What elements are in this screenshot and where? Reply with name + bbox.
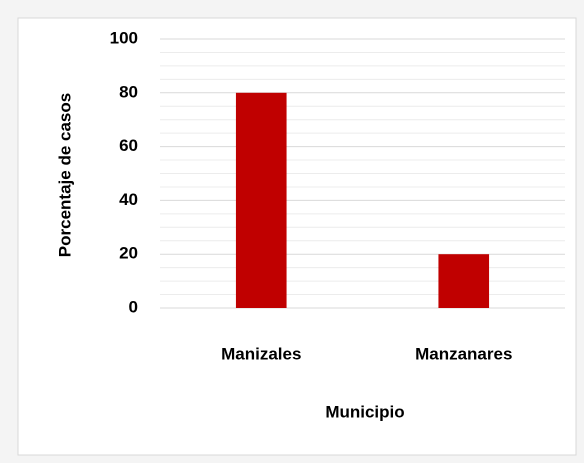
x-tick-label: Manizales xyxy=(221,344,301,363)
y-axis-title: Porcentaje de casos xyxy=(55,93,74,257)
chart-area xyxy=(17,17,577,456)
y-tick-label: 40 xyxy=(119,190,138,209)
y-tick-label: 80 xyxy=(119,82,138,101)
x-axis-title: Municipio xyxy=(325,402,404,421)
y-tick-label: 100 xyxy=(110,28,138,47)
y-tick-label: 0 xyxy=(129,297,138,316)
bar xyxy=(438,254,490,308)
bar xyxy=(235,92,287,308)
y-tick-label: 20 xyxy=(119,244,138,263)
x-tick-label: Manzanares xyxy=(415,344,512,363)
y-tick-label: 60 xyxy=(119,136,138,155)
